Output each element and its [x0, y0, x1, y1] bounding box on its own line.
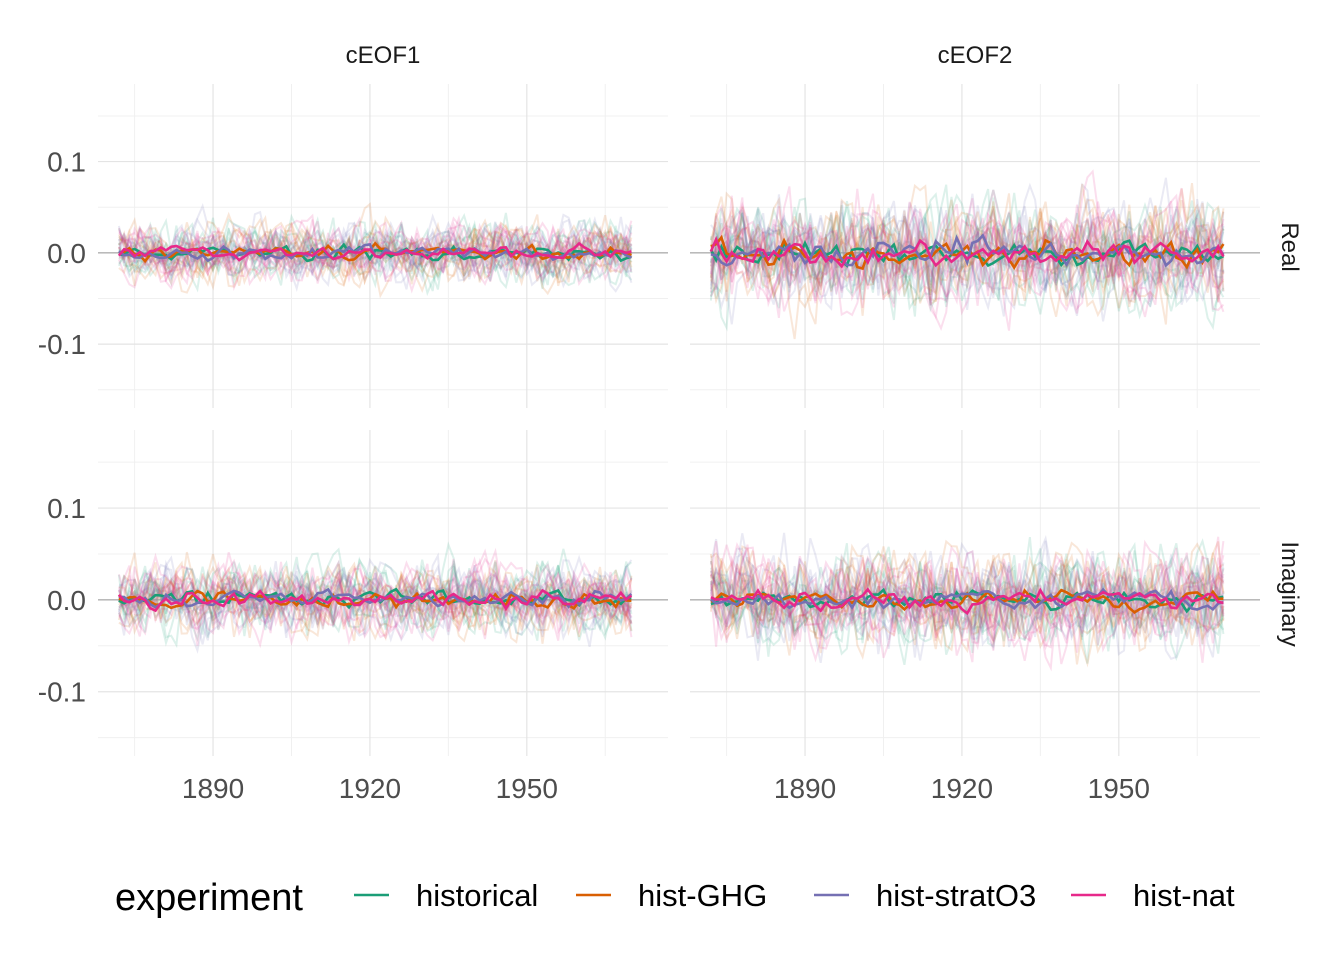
member-line-historical — [709, 536, 1225, 666]
y-tick-label: -0.1 — [38, 329, 86, 360]
member-line-hist-stratO3 — [709, 547, 1225, 661]
member-line-historical — [709, 556, 1224, 654]
member-line-hist-GHG — [118, 214, 632, 299]
mean-line-hist-stratO3 — [710, 233, 1225, 268]
legend-item-hist-stratO3: hist-stratO3 — [814, 878, 1036, 913]
x-tick-label: 1920 — [339, 773, 401, 804]
member-line-hist-stratO3 — [118, 563, 633, 643]
member-line-historical — [710, 550, 1225, 646]
member-line-hist-nat — [117, 562, 633, 649]
x-tick-label: 1890 — [182, 773, 244, 804]
strip-label-row-1: Real — [1276, 222, 1303, 271]
axis-labels: 0.1 0.0 -0.1 0.1 0.0 -0.1 1890 1920 1950 1890 1920… — [38, 147, 1150, 804]
member-line-hist-GHG — [709, 183, 1225, 317]
legend-item-hist-nat: hist-nat — [1071, 878, 1235, 913]
member-line-hist-nat — [709, 544, 1225, 665]
member-line-hist-GHG — [709, 546, 1225, 652]
member-line-historical — [117, 548, 632, 635]
member-line-historical — [709, 538, 1225, 656]
legend-label-hist-nat: hist-nat — [1133, 878, 1235, 913]
member-line-hist-GHG — [118, 214, 633, 294]
legend-items: historical hist-GHG hist-stratO3 hist-nat — [354, 878, 1235, 913]
member-line-hist-nat — [709, 536, 1225, 663]
member-line-hist-stratO3 — [118, 215, 633, 286]
member-line-historical — [709, 206, 1225, 312]
legend-item-historical: historical — [354, 878, 538, 913]
legend: experiment historical hist-GHG hist-stratO… — [115, 877, 1235, 919]
member-line-historical — [117, 552, 632, 641]
member-line-hist-stratO3 — [709, 538, 1225, 646]
member-line-historical — [117, 217, 633, 290]
member-line-hist-GHG — [709, 542, 1225, 660]
member-line-hist-stratO3 — [710, 538, 1225, 661]
member-line-hist-GHG — [709, 204, 1225, 309]
y-tick-label: 0.1 — [47, 493, 86, 524]
member-line-historical — [118, 213, 633, 286]
member-line-hist-nat — [709, 550, 1225, 663]
panels-layer — [98, 84, 1260, 756]
member-line-hist-stratO3 — [118, 213, 632, 281]
mean-line-historical — [709, 239, 1224, 268]
mean-line-hist-nat — [117, 241, 632, 262]
legend-label-hist-GHG: hist-GHG — [638, 878, 767, 913]
member-line-hist-nat — [710, 197, 1225, 332]
y-tick-label: 0.0 — [47, 585, 86, 616]
member-line-historical — [710, 548, 1225, 634]
mean-line-hist-nat — [117, 588, 633, 613]
member-line-hist-GHG — [709, 182, 1225, 308]
y-tick-label: -0.1 — [38, 677, 86, 708]
strip-label-col-1: cEOF1 — [346, 42, 421, 69]
member-line-hist-GHG — [118, 569, 633, 644]
member-line-hist-stratO3 — [117, 559, 633, 654]
y-tick-label: 0.1 — [47, 147, 86, 178]
x-tick-label: 1950 — [496, 773, 558, 804]
member-line-hist-GHG — [709, 191, 1225, 318]
panel-cEOF1-Real — [98, 84, 668, 408]
member-line-hist-GHG — [709, 213, 1225, 325]
legend-item-hist-GHG: hist-GHG — [576, 878, 767, 913]
y-tick-label: 0.0 — [47, 238, 86, 269]
member-line-hist-nat — [709, 169, 1225, 313]
mean-line-hist-GHG — [118, 241, 632, 264]
member-line-hist-nat — [709, 189, 1225, 308]
member-line-hist-nat — [118, 227, 633, 292]
strip-label-row-2: Imaginary — [1276, 541, 1303, 646]
member-line-hist-nat — [118, 560, 633, 640]
member-line-hist-GHG — [709, 193, 1225, 295]
mean-line-hist-nat — [709, 235, 1225, 269]
member-line-hist-GHG — [710, 539, 1225, 668]
member-line-hist-stratO3 — [709, 542, 1225, 658]
member-line-historical — [709, 558, 1225, 661]
member-line-historical — [709, 200, 1225, 309]
member-line-hist-stratO3 — [117, 217, 633, 293]
member-line-hist-GHG — [709, 552, 1224, 648]
member-line-hist-GHG — [710, 541, 1225, 654]
panel-cEOF2-Imaginary — [690, 430, 1260, 756]
x-tick-label: 1890 — [774, 773, 836, 804]
member-line-historical — [117, 219, 633, 290]
mean-line-historical — [118, 242, 632, 263]
member-line-historical — [709, 553, 1225, 664]
mean-line-hist-GHG — [118, 589, 632, 610]
member-line-hist-nat — [117, 557, 633, 639]
member-line-hist-stratO3 — [117, 554, 633, 637]
member-line-hist-stratO3 — [710, 540, 1225, 658]
panel-cEOF1-Imaginary — [98, 430, 668, 756]
x-tick-label: 1950 — [1088, 773, 1150, 804]
member-line-historical — [709, 192, 1225, 332]
member-line-hist-nat — [117, 224, 633, 287]
member-line-hist-nat — [117, 552, 633, 635]
member-line-hist-GHG — [710, 545, 1224, 656]
member-line-hist-stratO3 — [117, 210, 632, 290]
legend-label-hist-stratO3: hist-stratO3 — [876, 878, 1036, 913]
legend-title: experiment — [115, 877, 303, 919]
member-line-hist-stratO3 — [710, 182, 1225, 308]
member-line-hist-stratO3 — [709, 200, 1225, 317]
strip-label-col-2: cEOF2 — [938, 42, 1013, 69]
panel-cEOF2-Real — [690, 84, 1260, 408]
x-tick-label: 1920 — [931, 773, 993, 804]
legend-label-historical: historical — [416, 878, 538, 913]
mean-line-hist-nat — [710, 587, 1224, 616]
